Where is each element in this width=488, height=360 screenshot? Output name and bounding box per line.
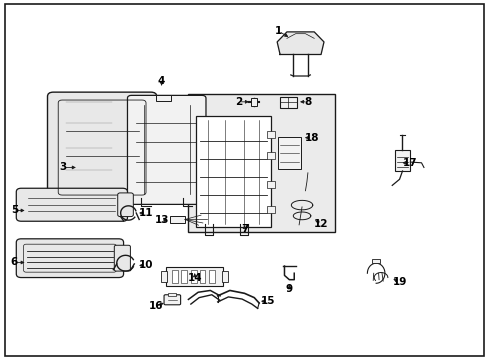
FancyBboxPatch shape — [163, 295, 180, 305]
Text: 17: 17 — [402, 158, 417, 168]
FancyBboxPatch shape — [127, 95, 205, 204]
Bar — [371, 259, 379, 263]
Bar — [267, 181, 275, 188]
Bar — [267, 131, 275, 138]
Text: 12: 12 — [314, 219, 328, 229]
Text: 19: 19 — [391, 277, 406, 287]
Text: 11: 11 — [139, 208, 153, 218]
FancyBboxPatch shape — [16, 239, 123, 278]
Text: 8: 8 — [304, 97, 311, 107]
Bar — [209, 270, 215, 283]
Text: 18: 18 — [304, 133, 318, 143]
Text: 14: 14 — [187, 273, 202, 283]
Polygon shape — [277, 32, 324, 54]
Bar — [279, 97, 297, 108]
Bar — [251, 98, 257, 106]
Bar — [172, 270, 178, 283]
Text: 2: 2 — [235, 97, 242, 107]
Bar — [267, 206, 275, 213]
Bar — [277, 137, 301, 169]
Text: 13: 13 — [154, 215, 168, 225]
FancyBboxPatch shape — [114, 245, 130, 271]
Bar — [190, 270, 196, 283]
FancyBboxPatch shape — [118, 193, 133, 217]
Text: 9: 9 — [285, 284, 292, 294]
Text: 7: 7 — [240, 225, 248, 234]
Bar — [221, 271, 228, 282]
Bar — [156, 95, 170, 101]
Text: 6: 6 — [11, 257, 18, 267]
Bar — [181, 270, 186, 283]
Bar — [170, 216, 184, 223]
Bar — [166, 267, 222, 286]
Text: 16: 16 — [148, 301, 163, 311]
Text: 5: 5 — [11, 206, 18, 216]
FancyBboxPatch shape — [47, 92, 157, 203]
Bar — [199, 270, 205, 283]
Text: 4: 4 — [158, 76, 165, 86]
Text: 3: 3 — [60, 162, 66, 172]
FancyBboxPatch shape — [16, 188, 127, 221]
Bar — [195, 116, 271, 227]
Bar — [394, 149, 409, 171]
Text: 10: 10 — [139, 260, 153, 270]
Bar — [160, 271, 167, 282]
Text: 15: 15 — [260, 296, 275, 306]
Bar — [267, 152, 275, 159]
Text: 1: 1 — [274, 26, 282, 36]
Bar — [168, 293, 176, 296]
Bar — [188, 94, 334, 232]
